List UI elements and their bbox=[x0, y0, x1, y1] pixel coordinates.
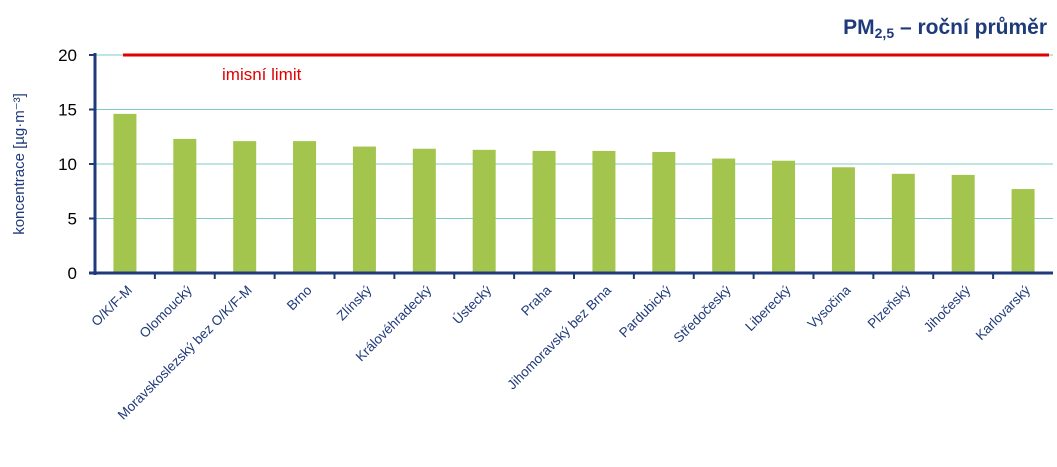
x-tick-label: Olomoucký bbox=[137, 282, 196, 341]
x-tick-label: O/K/F-M bbox=[88, 283, 135, 330]
x-tick-label: Liberecký bbox=[742, 282, 794, 334]
chart-title-prefix: PM bbox=[843, 16, 875, 39]
bar bbox=[652, 152, 676, 273]
bar bbox=[891, 173, 915, 273]
x-tick-label: Zlínský bbox=[334, 282, 375, 323]
bar bbox=[233, 141, 257, 273]
bar bbox=[352, 146, 376, 273]
chart-title: PM2,5 – roční průměr bbox=[843, 16, 1047, 41]
x-tick-label: Karlovarský bbox=[973, 282, 1034, 343]
bar bbox=[293, 141, 317, 273]
bar bbox=[173, 138, 197, 273]
chart-title-suffix: – roční průměr bbox=[894, 16, 1047, 39]
limit-label: imisní limit bbox=[222, 65, 302, 84]
bar bbox=[951, 174, 975, 273]
bar bbox=[1011, 189, 1035, 273]
x-tick-label: Středočeský bbox=[671, 282, 734, 345]
x-tick-label: Moravskoslezský bez O/K/F-M bbox=[115, 283, 255, 423]
bar bbox=[831, 167, 855, 273]
y-axis-label: koncentrace [µg·m⁻³] bbox=[11, 93, 28, 235]
x-tick-label: Jihočeský bbox=[921, 282, 974, 335]
x-tick-label: Vysočina bbox=[805, 282, 854, 331]
bar bbox=[412, 148, 436, 273]
bar bbox=[772, 160, 796, 273]
y-tick-label: 10 bbox=[58, 155, 77, 174]
bar bbox=[532, 150, 556, 273]
x-tick-label: Brno bbox=[284, 283, 315, 314]
bar bbox=[592, 150, 616, 273]
x-tick-label: Plzeňský bbox=[865, 282, 914, 331]
y-tick-label: 5 bbox=[68, 210, 77, 229]
x-tick-label: Ústecký bbox=[450, 282, 495, 327]
x-tick-label: Jihomoravský bez Brna bbox=[504, 282, 614, 392]
bar bbox=[472, 149, 496, 273]
x-tick-label: Pardubický bbox=[616, 282, 674, 340]
x-tick-label: Praha bbox=[518, 282, 554, 318]
y-tick-label: 15 bbox=[58, 101, 77, 120]
y-tick-label: 20 bbox=[58, 46, 77, 65]
bar bbox=[712, 158, 736, 273]
y-tick-label: 0 bbox=[68, 264, 77, 283]
chart-title-subscript: 2,5 bbox=[874, 25, 895, 41]
bar bbox=[113, 113, 137, 273]
